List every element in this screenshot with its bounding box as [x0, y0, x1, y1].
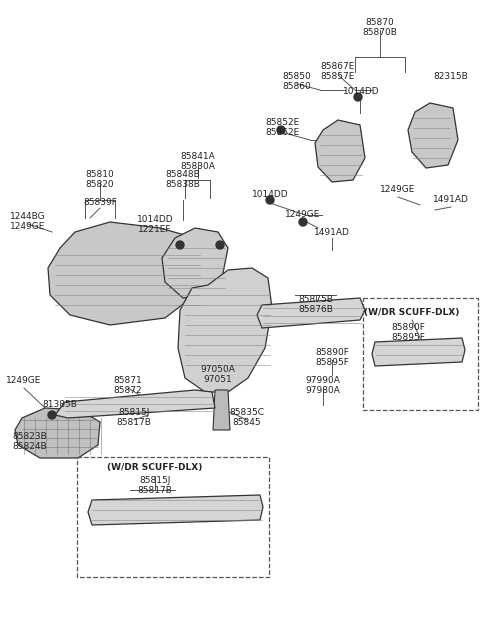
Text: 85815J
85817B: 85815J 85817B [117, 408, 151, 427]
Text: 1014DD
1221EF: 1014DD 1221EF [137, 215, 173, 234]
Text: 1249GE: 1249GE [380, 185, 416, 194]
Text: 85867E
85857E: 85867E 85857E [321, 62, 355, 82]
Circle shape [48, 411, 56, 419]
Text: 85835C
85845: 85835C 85845 [229, 408, 264, 427]
Text: 85890F
85895F: 85890F 85895F [391, 323, 425, 343]
Polygon shape [372, 338, 465, 366]
Polygon shape [15, 408, 100, 458]
Text: (W/DR SCUFF-DLX): (W/DR SCUFF-DLX) [108, 463, 203, 472]
Polygon shape [178, 268, 272, 392]
Text: 1249GE: 1249GE [6, 376, 42, 385]
Text: 85823B
85824B: 85823B 85824B [12, 432, 48, 452]
Polygon shape [88, 495, 263, 525]
Text: 85850
85860: 85850 85860 [283, 72, 312, 91]
Text: 82315B: 82315B [433, 72, 468, 81]
Text: (W/DR SCUFF-DLX): (W/DR SCUFF-DLX) [364, 308, 460, 317]
Polygon shape [162, 228, 228, 298]
Text: 85852E
85862E: 85852E 85862E [265, 118, 299, 138]
Text: 85871
85872: 85871 85872 [114, 376, 143, 396]
Circle shape [277, 126, 285, 134]
Text: 85875B
85876B: 85875B 85876B [299, 295, 334, 315]
Text: 97050A
97051: 97050A 97051 [201, 365, 235, 384]
Text: 1014DD: 1014DD [343, 87, 379, 96]
Circle shape [216, 241, 224, 249]
Text: 85839F: 85839F [83, 198, 117, 207]
Circle shape [266, 196, 274, 204]
Text: 1491AD: 1491AD [433, 195, 469, 204]
Text: 1014DD: 1014DD [252, 190, 288, 199]
Circle shape [299, 218, 307, 226]
Bar [77, 457, 269, 577]
Text: 1491AD: 1491AD [314, 228, 350, 237]
Text: 85815J
85817B: 85815J 85817B [138, 476, 172, 496]
Text: 85841A
85830A: 85841A 85830A [180, 152, 216, 171]
Polygon shape [408, 103, 458, 168]
Polygon shape [48, 222, 205, 325]
Polygon shape [257, 298, 365, 328]
Bar [363, 298, 478, 410]
Polygon shape [55, 390, 215, 418]
Text: 85848B
85838B: 85848B 85838B [166, 170, 201, 189]
Text: 85890F
85895F: 85890F 85895F [315, 348, 349, 368]
Text: 97990A
97980A: 97990A 97980A [306, 376, 340, 396]
Text: 85810
85820: 85810 85820 [85, 170, 114, 189]
Text: 85870
85870B: 85870 85870B [362, 18, 397, 38]
Circle shape [354, 93, 362, 101]
Text: 1249GE: 1249GE [285, 210, 321, 219]
Polygon shape [213, 390, 230, 430]
Text: 1244BG
1249GE: 1244BG 1249GE [10, 212, 46, 231]
Text: 81385B: 81385B [43, 400, 77, 409]
Polygon shape [315, 120, 365, 182]
Circle shape [176, 241, 184, 249]
